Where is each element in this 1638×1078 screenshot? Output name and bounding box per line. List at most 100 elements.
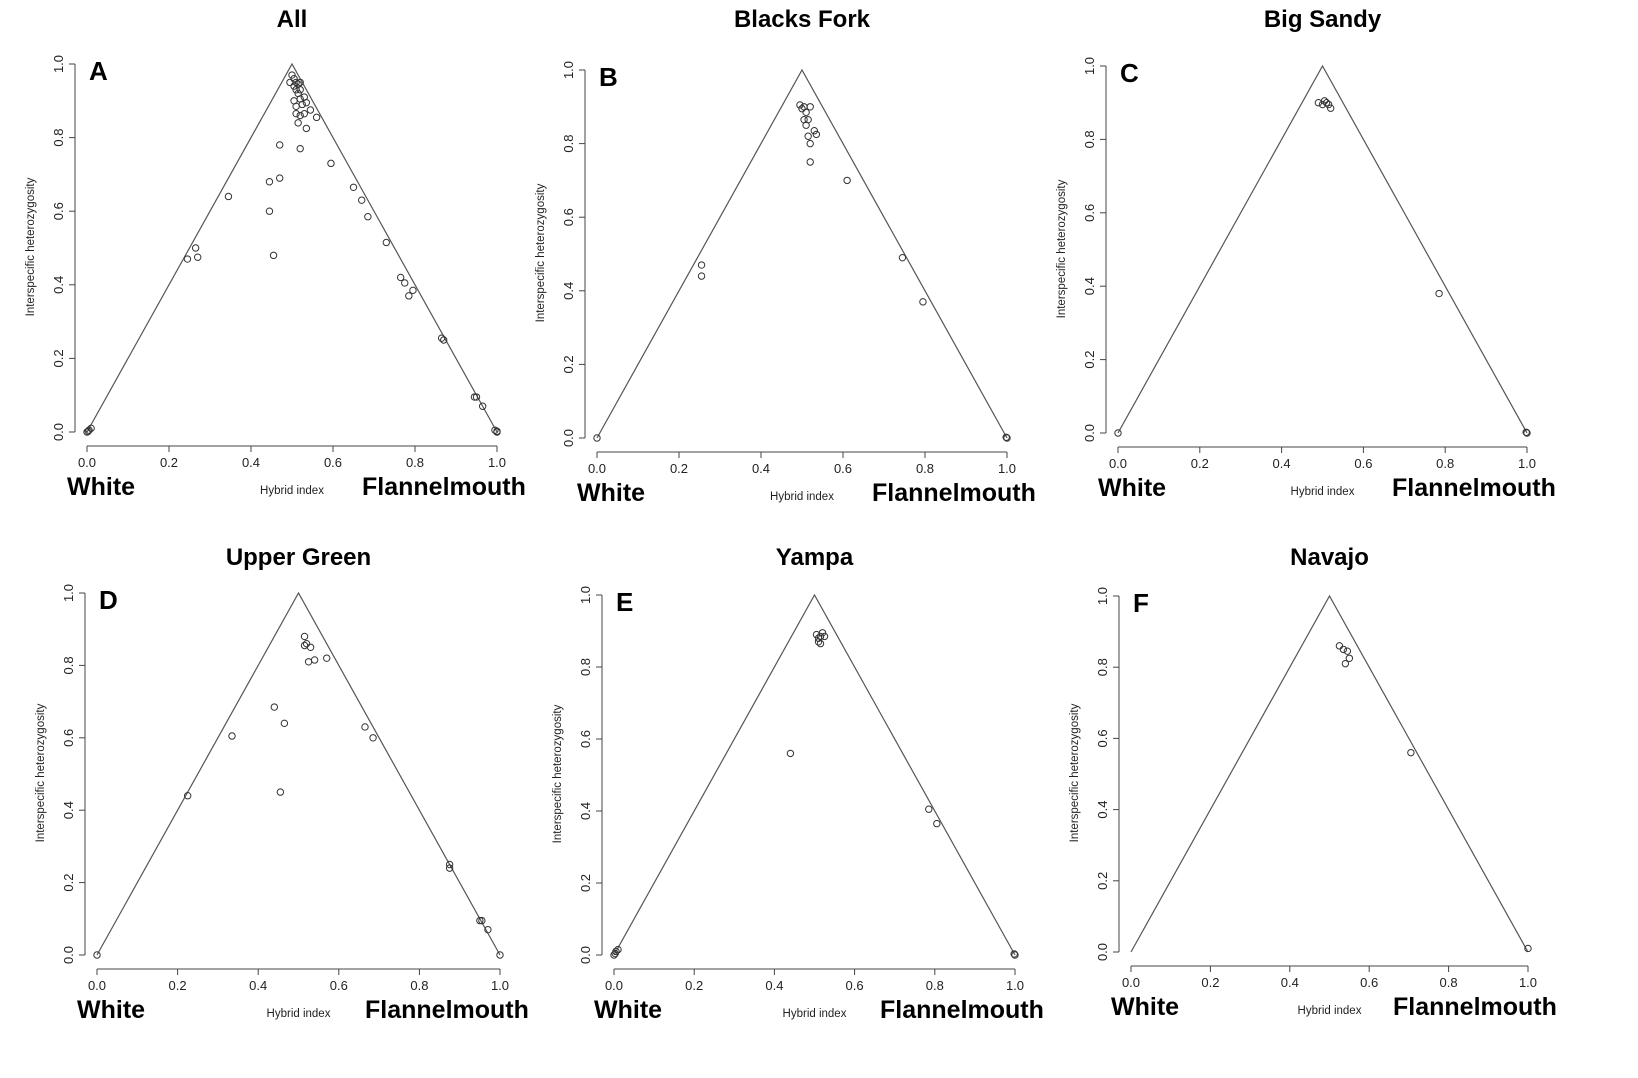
flannelmouth-label: Flannelmouth: [365, 996, 529, 1024]
data-point: [1345, 654, 1354, 663]
panel-letter: F: [1133, 588, 1149, 618]
white-label: White: [67, 473, 136, 501]
data-point: [288, 71, 296, 79]
y-tick-label: 0.2: [1095, 872, 1110, 890]
x-axis-label: Hybrid index: [782, 1008, 847, 1020]
y-axis-label: Interspecific heterozygosity: [1069, 703, 1081, 843]
data-point: [611, 949, 619, 958]
x-tick-label: 0.6: [834, 461, 852, 476]
white-label: White: [1111, 993, 1180, 1021]
y-tick-label: 0.4: [578, 802, 593, 820]
triangle-boundary: [96, 591, 501, 956]
data-point: [816, 639, 825, 648]
data-point: [812, 130, 821, 139]
data-point: [472, 393, 481, 401]
y-tick-label: 0.6: [61, 729, 76, 747]
data-point: [302, 98, 311, 107]
y-tick-label: 1.0: [578, 586, 593, 604]
data-point: [290, 82, 298, 90]
y-tick-label: 0.8: [561, 135, 576, 153]
data-point: [83, 428, 91, 436]
data-point: [445, 860, 454, 869]
data-point: [300, 632, 309, 641]
y-axis-label: Interspecific heterozygosity: [552, 704, 564, 844]
y-tick-label: 0.6: [1095, 729, 1110, 747]
x-tick-label: 1.0: [488, 455, 506, 470]
y-tick-label: 0.2: [1082, 351, 1097, 369]
x-tick-label: 1.0: [998, 461, 1016, 476]
data-point: [1407, 748, 1415, 757]
x-tick-label: 0.2: [1191, 456, 1209, 471]
data-point: [806, 139, 814, 148]
y-tick-label: 0.8: [1095, 658, 1110, 676]
data-point: [440, 336, 448, 344]
y-tick-label: 0.0: [561, 429, 576, 447]
data-point: [806, 158, 814, 166]
x-axis-label: Hybrid index: [260, 485, 324, 497]
data-point: [183, 255, 192, 263]
x-tick-label: 0.4: [242, 455, 260, 470]
data-point: [224, 192, 233, 201]
data-point: [1523, 429, 1531, 437]
x-tick-label: 1.0: [491, 978, 509, 993]
y-tick-label: 0.0: [1082, 424, 1097, 442]
data-point: [1010, 950, 1018, 958]
x-tick-label: 0.4: [1281, 975, 1299, 990]
x-tick-label: 0.6: [324, 455, 342, 470]
x-axis-label: Hybrid index: [1290, 486, 1355, 498]
data-point: [919, 298, 927, 306]
data-point: [292, 102, 300, 111]
x-tick-label: 0.2: [160, 455, 178, 470]
y-tick-label: 0.4: [561, 282, 576, 300]
x-tick-label: 0.8: [926, 978, 944, 993]
triangle-boundary: [1130, 594, 1529, 953]
y-tick-label: 1.0: [51, 55, 66, 73]
data-point: [786, 749, 795, 758]
data-point: [802, 121, 810, 129]
data-point: [302, 639, 311, 648]
data-point: [476, 916, 484, 925]
x-tick-label: 0.4: [1273, 456, 1291, 471]
x-tick-label: 0.2: [1201, 975, 1219, 990]
x-tick-label: 0.4: [765, 978, 783, 993]
panel-letter: D: [99, 585, 118, 615]
panel-a: 0.0 0.2 0.4 0.6 0.8 1.0 0.0 0.2 0.4 0.6 0.8 1.0 All A…: [0, 0, 546, 530]
white-label: White: [1098, 474, 1167, 502]
plot-svg: 0.0 0.2 0.4 0.6 0.8 1.0 0.0 0.2 0.4 0.6 0.8 1.0: [561, 61, 1016, 476]
data-point: [409, 286, 417, 295]
plot-svg: 0.0 0.2 0.4 0.6 0.8 1.0 0.0 0.2 0.4 0.6 0.8 1.0: [61, 584, 509, 993]
x-tick-label: 0.6: [1360, 975, 1378, 990]
x-tick-label: 0.4: [752, 461, 770, 476]
data-point: [810, 127, 818, 135]
triangle-boundary: [613, 593, 1016, 956]
data-point: [292, 78, 300, 87]
panel-e: 0.0 0.2 0.4 0.6 0.8 1.0 0.0 0.2 0.4 0.6 0.8 1.0 Yamp…: [546, 530, 1092, 1078]
data-point: [327, 159, 335, 168]
data-point: [270, 703, 279, 711]
y-tick-label: 0.4: [1082, 277, 1097, 295]
panel-title: Navajo: [1290, 544, 1369, 571]
y-tick-label: 0.0: [1095, 943, 1110, 961]
x-tick-label: 0.8: [406, 455, 424, 470]
data-point: [493, 427, 501, 435]
triangle-boundary: [1117, 64, 1528, 434]
data-point: [1320, 97, 1329, 105]
x-axis-label: Hybrid index: [770, 491, 834, 503]
plot-svg: 0.0 0.2 0.4 0.6 0.8 1.0 0.0 0.2 0.4 0.6 0.8 1.0: [51, 55, 506, 470]
data-point: [804, 132, 812, 140]
data-point: [1003, 434, 1011, 442]
y-tick-label: 0.8: [578, 658, 593, 676]
data-point: [364, 213, 372, 221]
data-point: [470, 393, 479, 401]
y-tick-label: 1.0: [61, 584, 76, 602]
y-tick-label: 0.2: [51, 349, 66, 367]
x-tick-label: 0.6: [330, 978, 348, 993]
data-point: [484, 925, 492, 934]
y-tick-label: 0.6: [1082, 204, 1097, 222]
y-axis-label: Interspecific heterozygosity: [535, 183, 547, 323]
y-tick-label: 0.4: [61, 801, 76, 819]
data-point: [276, 174, 284, 182]
data-point: [369, 734, 377, 742]
x-axis-label: Hybrid index: [1297, 1005, 1362, 1017]
